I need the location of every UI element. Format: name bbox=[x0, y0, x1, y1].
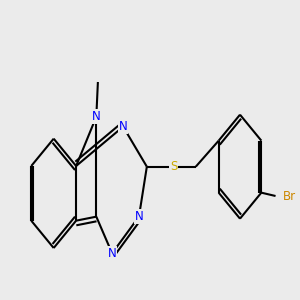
Text: Br: Br bbox=[283, 190, 296, 202]
Text: S: S bbox=[170, 160, 177, 173]
Text: N: N bbox=[135, 210, 143, 223]
Text: N: N bbox=[119, 120, 128, 133]
Text: N: N bbox=[108, 247, 116, 260]
Text: N: N bbox=[92, 110, 101, 123]
